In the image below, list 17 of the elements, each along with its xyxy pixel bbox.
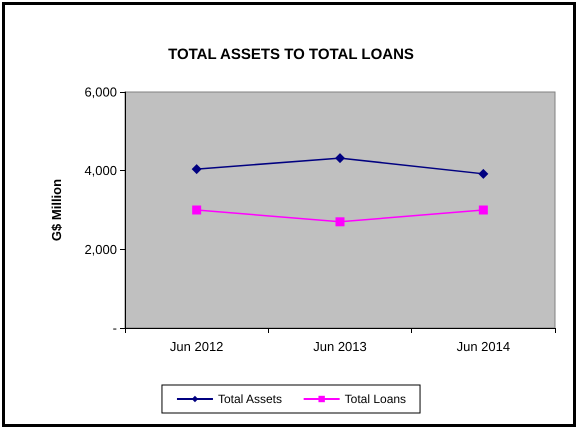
x-tick-label: Jun 2012 xyxy=(170,339,224,354)
point xyxy=(335,153,345,164)
y-axis-title: G$ Million xyxy=(49,178,64,242)
legend-label: Total Assets xyxy=(218,392,282,406)
x-tick-label: Jun 2013 xyxy=(313,339,367,354)
point xyxy=(336,217,344,226)
y-tick-label: 2,000 xyxy=(84,242,117,257)
y-tick-label: - xyxy=(112,320,117,336)
chart-title: TOTAL ASSETS TO TOTAL LOANS xyxy=(168,46,414,63)
x-tick-label: Jun 2014 xyxy=(456,339,510,354)
y-tick-label: 4,000 xyxy=(84,163,117,178)
point xyxy=(478,206,488,214)
point xyxy=(192,164,202,174)
point xyxy=(478,168,488,179)
point xyxy=(192,206,202,214)
y-tick-label: 6,000 xyxy=(84,84,117,100)
legend-label: Total Loans xyxy=(344,392,406,406)
